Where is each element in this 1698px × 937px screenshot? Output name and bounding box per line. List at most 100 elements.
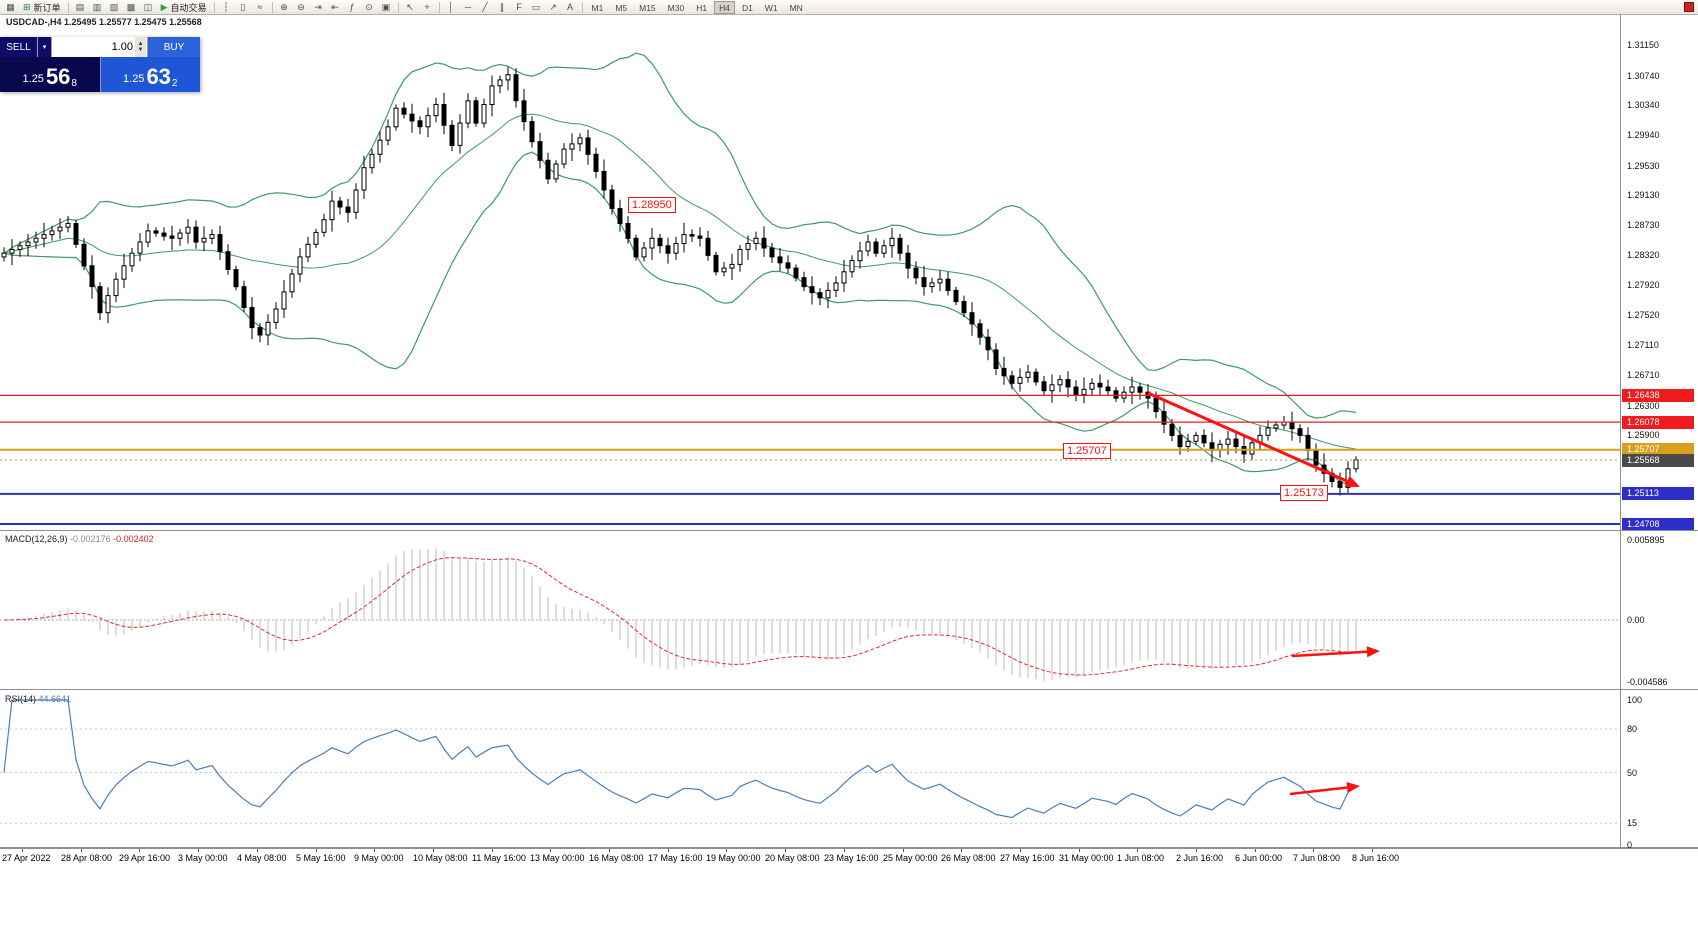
time-label: 8 Jun 16:00 [1352,853,1400,863]
macd-scale-label: 0.005895 [1627,535,1665,545]
candlestick-chart-icon[interactable]: ▯ [240,1,246,12]
time-label: 26 May 08:00 [941,853,996,863]
time-label: 13 May 00:00 [530,853,585,863]
price-annotation[interactable]: 1.25707 [1063,443,1111,459]
terminal-icon[interactable]: ▩ [126,1,136,12]
text-tool-icon[interactable]: A [566,2,573,12]
timeframe-M15-button[interactable]: M15 [639,2,656,13]
autotrading-button[interactable]: ▶ 自动交易 [160,1,207,13]
timeframe-MN-button[interactable]: MN [789,2,803,13]
buy-price-button[interactable]: 1.25 63 2 [100,57,200,92]
toolbar-separator [581,1,583,13]
trendline-icon[interactable]: ╱ [482,1,488,12]
time-tick [961,849,962,852]
one-click-trading-widget: SELL ▾ 1.00 ▲ ▼ BUY 1.25 56 8 1.25 63 2 [0,37,200,92]
timeframe-D1-button[interactable]: D1 [741,2,753,13]
time-label: 27 May 16:00 [1000,853,1055,863]
time-tick [81,849,82,852]
fibonacci-icon[interactable]: F [516,2,522,12]
chart-shift-icon[interactable]: ⇤ [331,1,339,12]
rsi-canvas[interactable] [0,691,1620,847]
horizontal-line-icon[interactable]: ─ [464,2,472,12]
timeframe-W1-button[interactable]: W1 [764,2,778,13]
time-tick [433,849,434,852]
toolbar-separator [438,1,440,13]
equidistant-channel-icon[interactable]: ∥ [499,1,505,12]
shapes-icon[interactable]: ▭ [531,1,541,12]
line-chart-icon[interactable]: ≈ [257,2,263,12]
indicators-icon[interactable]: ƒ [349,2,355,12]
time-label: 2 Jun 16:00 [1176,853,1224,863]
price-label: 1.27920 [1627,280,1660,291]
time-label: 28 Apr 08:00 [61,853,113,863]
trade-dropdown-icon[interactable]: ▾ [38,37,51,57]
timeframe-H1-button[interactable]: H1 [696,2,708,13]
arrows-tool-icon[interactable]: ↗ [549,1,557,12]
main-chart-canvas[interactable] [0,14,1620,530]
timeframe-M1-button[interactable]: M1 [591,2,604,13]
new-order-button-icon: ⊞ [23,1,31,12]
templates-icon[interactable]: ▣ [381,1,391,12]
time-tick [492,849,493,852]
time-label: 3 May 00:00 [178,853,228,863]
rsi-header: RSI(14) 44.6641 [5,694,71,704]
rsi-scale-label: 50 [1627,767,1638,778]
zoom-out-icon[interactable]: ⊖ [297,1,305,12]
price-label: 1.30340 [1627,100,1660,111]
time-label: 23 May 16:00 [824,853,879,863]
time-tick [1196,849,1197,852]
periods-icon[interactable]: ⊙ [365,1,373,12]
time-label: 7 Jun 08:00 [1293,853,1341,863]
rsi-scale-label: 80 [1627,724,1638,734]
timeframe-M5-button[interactable]: M5 [615,2,628,13]
data-window-icon[interactable]: ▥ [92,1,102,12]
buy-button[interactable]: BUY [148,37,200,57]
auto-scroll-icon[interactable]: ⇥ [314,1,322,12]
toolbar-separator [67,1,69,13]
navigator-icon[interactable]: ▧ [109,1,119,12]
time-tick [726,849,727,852]
volume-value: 1.00 [111,41,133,53]
volume-stepper[interactable]: ▲ ▼ [135,37,146,57]
macd-signal-value: -0.002402 [113,534,154,544]
buy-price-sup: 2 [171,78,178,89]
volume-input[interactable]: 1.00 ▲ ▼ [52,37,147,57]
time-tick [1137,849,1138,852]
panel-separator[interactable] [0,689,1698,690]
time-tick [844,849,845,852]
timeframe-M30-button[interactable]: M30 [667,2,685,13]
panel-separator[interactable] [0,847,1698,848]
price-annotation[interactable]: 1.28950 [628,197,676,213]
time-label: 5 May 16:00 [296,853,346,863]
time-tick [1020,849,1021,852]
time-tick [1313,849,1314,852]
crosshair-icon[interactable]: + [424,2,430,12]
price-label: 1.29530 [1627,160,1660,171]
macd-scale-label: 0.00 [1627,615,1645,625]
toolbar-right-red-icon[interactable] [1684,2,1694,12]
bar-chart-icon[interactable]: ┆ [223,1,229,12]
sell-button[interactable]: SELL [0,37,37,57]
price-label: 1.29130 [1627,190,1660,201]
price-axis[interactable]: 1.31150 1.30740 1.30340 1.29940 1.29530 1.291… [1621,14,1698,848]
timeframe-H4-button[interactable]: H4 [714,0,735,14]
new-chart-icon[interactable]: ▦ [6,1,15,12]
toolbar: ▦ ⊞ 新订单 ▤ ▥ ▧ ▩ ◫ ▶ 自动交易 ┆ ▯ ≈ ⊕ ⊖ ⇥ ⇤ ƒ ⊙ ▣ ↖ + │ ─ ╱ ∥ F ▭ ↗ A M1 M5 M… [0,0,1698,15]
zoom-in-icon[interactable]: ⊕ [280,1,288,12]
price-axis-separator [1620,14,1621,848]
price-annotation[interactable]: 1.25173 [1280,485,1328,501]
new-order-button[interactable]: ⊞ 新订单 [23,1,61,13]
market-watch-icon[interactable]: ▤ [75,1,85,12]
time-label: 9 May 00:00 [354,853,404,863]
buy-price-big: 63 [146,64,171,89]
sell-price-button[interactable]: 1.25 56 8 [0,57,100,92]
time-tick [374,849,375,852]
toolbar-separator [213,1,215,13]
time-axis[interactable]: 27 Apr 2022 28 Apr 08:00 29 Apr 16:00 3 May… [0,848,1698,866]
cursor-icon[interactable]: ↖ [406,1,414,12]
panel-separator[interactable] [0,530,1698,531]
vertical-line-icon[interactable]: │ [448,2,454,12]
strategy-tester-icon[interactable]: ◫ [143,1,153,12]
macd-canvas[interactable] [0,531,1620,689]
